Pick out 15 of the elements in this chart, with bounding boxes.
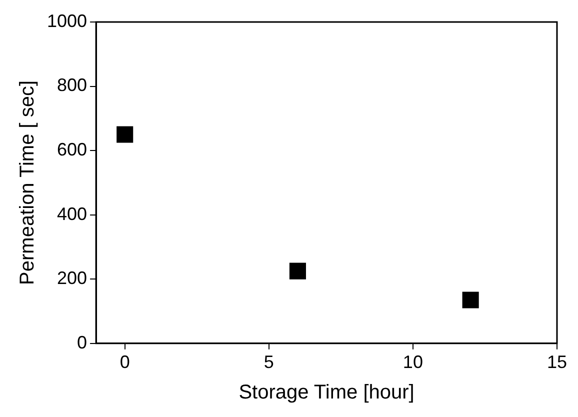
y-tick-label: 800 [56,75,88,96]
point [289,262,306,280]
point [116,126,134,143]
x-tick-label: 5 [264,352,274,372]
y-tick-label: 400 [56,204,88,224]
y-tick-label: 1000 [46,10,88,31]
point [462,292,479,308]
y-axis-title: Permeation Time [ sec] [16,80,39,285]
x-tick-label: 0 [120,352,130,372]
y-tick-label: 0 [77,332,88,352]
x-tick-label: 15 [546,352,568,372]
x-axis-title: Storage Time [hour] [238,382,414,404]
y-tick-label: 200 [56,268,88,288]
x-tick-label: 10 [402,352,423,372]
y-tick-label: 600 [56,140,88,160]
